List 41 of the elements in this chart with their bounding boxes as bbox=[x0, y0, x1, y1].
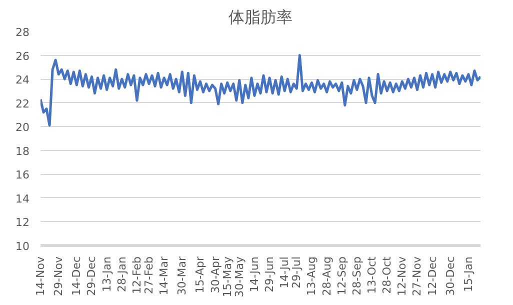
x-tick-label: 30-May bbox=[232, 256, 246, 298]
x-tick-label: 15-May bbox=[220, 256, 234, 298]
y-tick-label: 20 bbox=[16, 121, 30, 134]
x-tick-label: 29-Dec bbox=[85, 256, 98, 296]
x-tick-label: 12-Feb bbox=[130, 256, 144, 294]
x-tick-label: 14-Jun bbox=[248, 256, 261, 292]
y-tick-label: 28 bbox=[16, 26, 30, 39]
x-tick-label: 28-Aug bbox=[320, 256, 334, 296]
y-tick-label: 10 bbox=[16, 240, 30, 253]
x-tick-label: 29-Jul bbox=[290, 256, 304, 288]
x-tick-label: 28-Jan bbox=[115, 256, 128, 292]
y-tick-label: 12 bbox=[16, 216, 30, 230]
y-tick-label: 24 bbox=[16, 74, 30, 87]
x-tick-label: 13-Aug bbox=[305, 256, 318, 296]
x-tick-label: 27-Nov bbox=[410, 256, 424, 296]
x-tick-label: 14-Jul bbox=[278, 256, 292, 288]
x-tick-label: 30-Dec bbox=[444, 256, 457, 296]
x-tick-label: 28-Sep bbox=[350, 256, 364, 296]
line-series bbox=[40, 54, 480, 127]
x-tick-label: 13-Jan bbox=[100, 256, 114, 292]
x-tick-label: 14-Dec bbox=[70, 256, 84, 296]
x-tick-label: 29-Jun bbox=[263, 256, 276, 292]
x-tick-label: 12-Sep bbox=[335, 256, 348, 296]
x-tick-label: 27-Feb bbox=[142, 256, 156, 294]
y-tick-label: 18 bbox=[16, 144, 30, 158]
x-tick-label: 14-Nov bbox=[34, 256, 47, 296]
x-tick-label: 14-Mar bbox=[158, 256, 171, 296]
y-tick-label: 16 bbox=[16, 168, 30, 182]
x-tick-label: 15-Jan bbox=[462, 256, 475, 292]
y-tick-label: 26 bbox=[16, 50, 30, 63]
y-tick-label: 14 bbox=[16, 192, 30, 206]
x-tick-label: 28-Oct bbox=[380, 256, 394, 294]
x-tick-label: 30-Mar bbox=[176, 256, 189, 296]
x-tick-label: 15-Apr bbox=[194, 256, 207, 294]
x-tick-label: 30-Apr bbox=[208, 256, 222, 294]
chart-title: 体脂肪率 bbox=[228, 8, 292, 26]
x-tick-label: 29-Nov bbox=[52, 256, 66, 296]
x-tick-label: 13-Oct bbox=[366, 256, 379, 294]
x-tick-label: 12-Nov bbox=[396, 256, 409, 296]
x-tick-label: 12-Dec bbox=[426, 256, 439, 296]
y-tick-label: 22 bbox=[16, 97, 30, 110]
